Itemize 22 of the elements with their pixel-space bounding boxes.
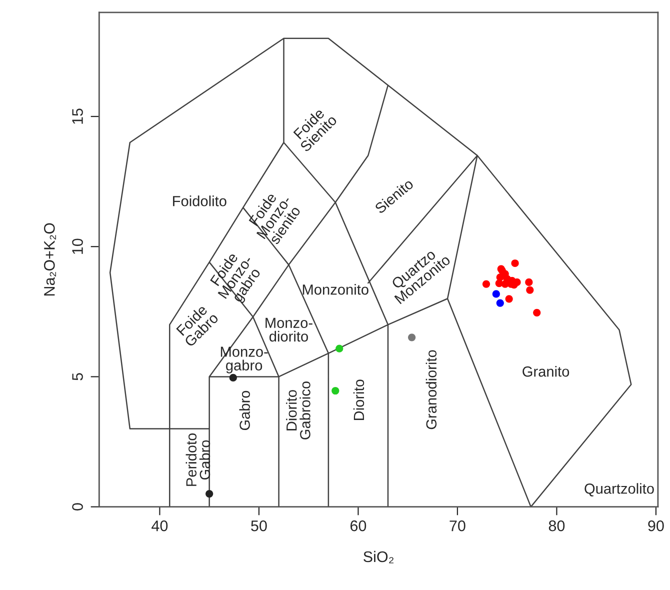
y-tick-label: 5 <box>72 373 83 380</box>
y-tick-label: 0 <box>72 503 83 510</box>
annotation: Monzonito <box>302 284 368 295</box>
x-tick-label: 60 <box>350 520 366 532</box>
annotation: Granito <box>522 366 570 377</box>
annotation: Diorito Gabroico <box>286 382 310 440</box>
annotation: Gabro <box>239 390 250 430</box>
y-axis-title: Na₂O+K₂O <box>44 223 56 296</box>
y-tick-label: 15 <box>72 108 83 124</box>
x-tick-label: 90 <box>648 520 664 532</box>
y-tick-label: 10 <box>72 238 83 254</box>
annotation: Peridoto Gabro <box>186 433 210 486</box>
annotation: Diorito <box>353 380 364 420</box>
x-tick-label: 70 <box>450 520 466 532</box>
x-tick-label: 80 <box>548 520 565 532</box>
annotation: Foidolito <box>173 196 226 206</box>
annotation: Quartzolito <box>584 483 654 496</box>
annotation: Granodiorito <box>426 350 437 430</box>
x-axis-title: SiO₂ <box>364 550 394 564</box>
annotation: Monzo- diorito <box>266 318 312 342</box>
x-tick-label: 50 <box>251 520 267 532</box>
x-tick-label: 40 <box>152 520 168 532</box>
